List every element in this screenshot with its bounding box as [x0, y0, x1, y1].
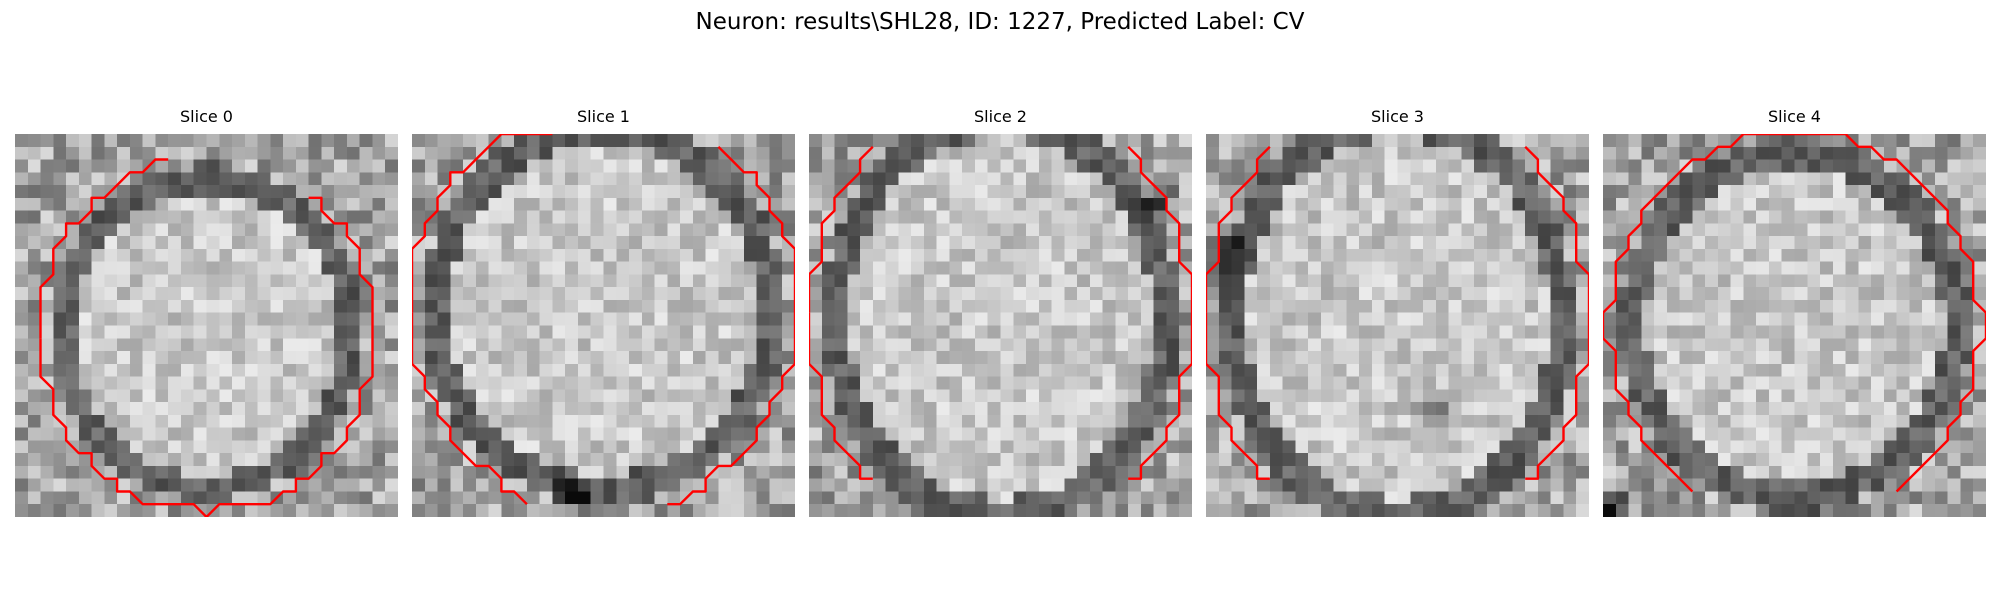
contour-segment: [809, 312, 873, 480]
slice-image: [1206, 134, 1589, 517]
contour-segment: [1206, 145, 1271, 313]
contour-segment: [39, 158, 169, 339]
slice-panel-3: Slice 3: [1206, 104, 1589, 518]
slice-title: Slice 1: [577, 107, 630, 126]
slice-image: [15, 134, 398, 517]
slice-panel-4: Slice 4: [1603, 104, 1986, 518]
slice-title: Slice 3: [1371, 107, 1424, 126]
contour-segment: [667, 145, 795, 506]
contour-segment: [412, 312, 528, 506]
pixel-grid: [809, 134, 1192, 517]
pixel-grid: [1206, 134, 1589, 517]
slice-title: Slice 4: [1768, 107, 1821, 126]
figure-title: Neuron: results\SHL28, ID: 1227, Predict…: [695, 9, 1305, 35]
pixel-grid: [1603, 134, 1986, 517]
contour-segment: [412, 134, 553, 313]
pixel-grid: [15, 134, 398, 517]
slice-image: [412, 134, 795, 517]
contour-segment: [1524, 145, 1589, 480]
slice-image: [809, 134, 1192, 517]
contour-segment: [39, 196, 374, 517]
slice-title: Slice 0: [180, 107, 233, 126]
slice-panel-0: Slice 0: [15, 104, 398, 518]
contour-segment: [1206, 312, 1270, 480]
slice-image: [1603, 134, 1986, 517]
contour-segment: [1603, 134, 1986, 493]
slice-panel-2: Slice 2: [809, 104, 1192, 518]
slice-title: Slice 2: [974, 107, 1027, 126]
contour-segment: [1127, 145, 1192, 480]
slice-panel-1: Slice 1: [412, 104, 795, 518]
pixel-grid: [412, 134, 795, 517]
contour-segment: [809, 145, 874, 313]
contour-segment: [1603, 325, 1694, 493]
